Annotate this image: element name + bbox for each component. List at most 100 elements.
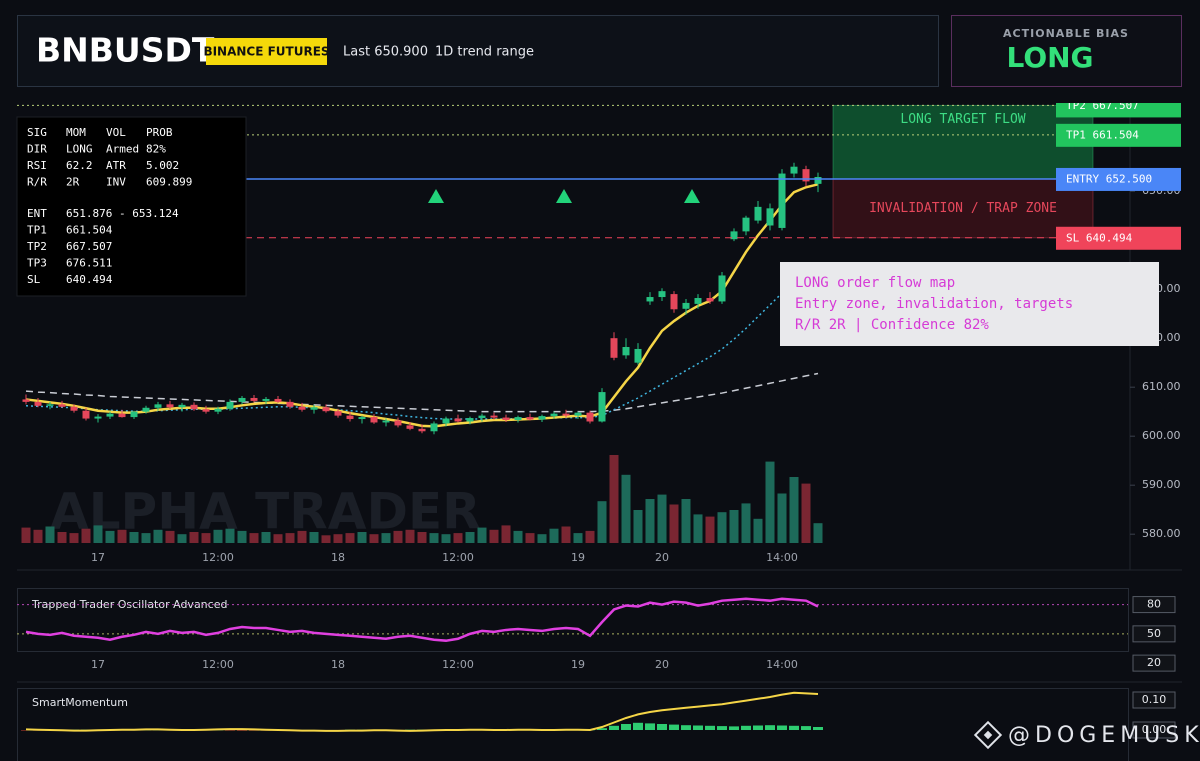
candle-body bbox=[34, 401, 42, 406]
level-layer: TP2 667.507 TP1 661.504 ENTRY 652.500 SL 64… bbox=[17, 103, 1181, 250]
volume-bar bbox=[369, 534, 379, 543]
volume-bar bbox=[657, 494, 667, 543]
candle-body bbox=[322, 407, 330, 412]
candle-body bbox=[430, 423, 438, 432]
info-rows: SIG MOM VOL PROB DIR LONG Armed 82% RSI 62.2 ATR 5.… bbox=[27, 126, 192, 286]
info-cell: 62.2 bbox=[66, 159, 93, 172]
volume-layer bbox=[21, 455, 823, 543]
candle-body bbox=[466, 418, 474, 422]
histogram-bar bbox=[741, 725, 751, 730]
oscillator-line bbox=[25, 597, 819, 642]
candle-body bbox=[178, 404, 186, 408]
candle-body bbox=[190, 404, 198, 410]
header-panel bbox=[17, 15, 939, 87]
candle-body bbox=[250, 397, 258, 401]
volume-bar bbox=[357, 532, 367, 543]
volume-bar bbox=[105, 530, 115, 543]
candle-body bbox=[154, 404, 162, 408]
signal-marker bbox=[684, 189, 700, 203]
zone-layer: LONG TARGET FLOW INVALIDATION / TRAP ZONE bbox=[832, 104, 1094, 239]
volume-bar bbox=[417, 532, 427, 543]
histogram-bar bbox=[597, 728, 607, 730]
candle-body bbox=[286, 401, 294, 407]
volume-bar bbox=[513, 530, 523, 543]
annotation-line: Entry zone, invalidation, targets bbox=[795, 296, 1073, 312]
candle-body bbox=[238, 397, 246, 402]
candle-body bbox=[634, 348, 642, 363]
volume-bar bbox=[153, 529, 163, 543]
candle-body bbox=[622, 347, 630, 356]
volume-bar bbox=[141, 533, 151, 543]
annotation-line: LONG order flow map bbox=[795, 275, 955, 291]
info-cell: 661.504 bbox=[66, 224, 113, 237]
volume-bar bbox=[753, 518, 763, 543]
histogram-bar bbox=[777, 725, 787, 730]
volume-bar bbox=[465, 532, 475, 543]
volume-bar bbox=[585, 530, 595, 543]
candle-body bbox=[682, 302, 690, 309]
info-cell: TP1 bbox=[27, 224, 47, 237]
volume-bar bbox=[609, 455, 619, 543]
tick-box bbox=[1132, 625, 1176, 643]
histogram-bar bbox=[669, 724, 679, 730]
watermark: ALPHA TRADER bbox=[50, 483, 481, 541]
level-label: SL 640.494 bbox=[1066, 231, 1133, 244]
candle-body bbox=[214, 408, 222, 412]
volume-bar bbox=[633, 510, 643, 543]
volume-bar bbox=[789, 477, 799, 543]
momentum-frame bbox=[17, 688, 1129, 761]
last-price: Last 650.900 bbox=[343, 45, 428, 60]
tick-box bbox=[1132, 721, 1176, 739]
volume-bar bbox=[381, 533, 391, 543]
histogram-bar bbox=[729, 726, 739, 730]
candle-body bbox=[334, 411, 342, 416]
zone bbox=[832, 178, 1094, 239]
pane-title: Trapped Trader Oscillator Advanced bbox=[31, 598, 227, 611]
volume-bar bbox=[261, 532, 271, 543]
histogram-bar bbox=[813, 727, 823, 730]
timeframe: 1D trend range bbox=[435, 45, 534, 60]
info-cell: R/R bbox=[27, 176, 47, 189]
volume-bar bbox=[801, 483, 811, 543]
x-tick-label: 18 bbox=[331, 551, 345, 564]
signal-marker bbox=[556, 189, 572, 203]
histogram-bar bbox=[645, 723, 655, 730]
candle-body bbox=[658, 291, 666, 298]
volume-bar bbox=[597, 501, 607, 543]
info-cell: 609.899 bbox=[146, 176, 192, 189]
volume-bar bbox=[405, 529, 415, 543]
histogram-bar bbox=[717, 726, 727, 730]
level-label-box bbox=[1056, 123, 1181, 147]
y-tick-label: 0.00 bbox=[1142, 723, 1167, 736]
volume-bar bbox=[333, 534, 343, 543]
tick-box bbox=[1132, 691, 1176, 709]
volume-bar bbox=[693, 514, 703, 543]
exchange: BINANCE FUTURES bbox=[203, 45, 329, 59]
histogram-bar bbox=[693, 725, 703, 730]
info-cell: Armed bbox=[106, 143, 139, 156]
candle-body bbox=[22, 399, 30, 402]
x-tick-label: 12:00 bbox=[442, 551, 474, 564]
candle-body bbox=[538, 416, 546, 420]
info-cell: RSI bbox=[27, 159, 47, 172]
candle-body bbox=[454, 418, 462, 422]
momentum-line bbox=[25, 691, 819, 732]
level-label-box bbox=[1056, 103, 1181, 118]
x-tick-label: 12:00 bbox=[442, 658, 474, 671]
candle-body bbox=[766, 208, 774, 226]
info-cell: 5.002 bbox=[146, 159, 179, 172]
y-tick-label: 80 bbox=[1147, 598, 1161, 611]
volume-bar bbox=[429, 533, 439, 543]
volume-bar bbox=[549, 528, 559, 543]
tick-box bbox=[1132, 596, 1176, 614]
histogram-bar bbox=[633, 722, 643, 730]
volume-bar bbox=[453, 533, 463, 543]
volume-bar bbox=[237, 530, 247, 543]
bias-title: ACTIONABLE BIAS bbox=[1003, 27, 1129, 40]
x-tick-label: 14:00 bbox=[766, 658, 798, 671]
volume-bar bbox=[225, 528, 235, 543]
info-cell: 667.507 bbox=[66, 240, 112, 253]
x-tick-label: 19 bbox=[571, 658, 585, 671]
volume-bar bbox=[177, 534, 187, 543]
y-tick-label: 580.00 bbox=[1142, 527, 1181, 540]
